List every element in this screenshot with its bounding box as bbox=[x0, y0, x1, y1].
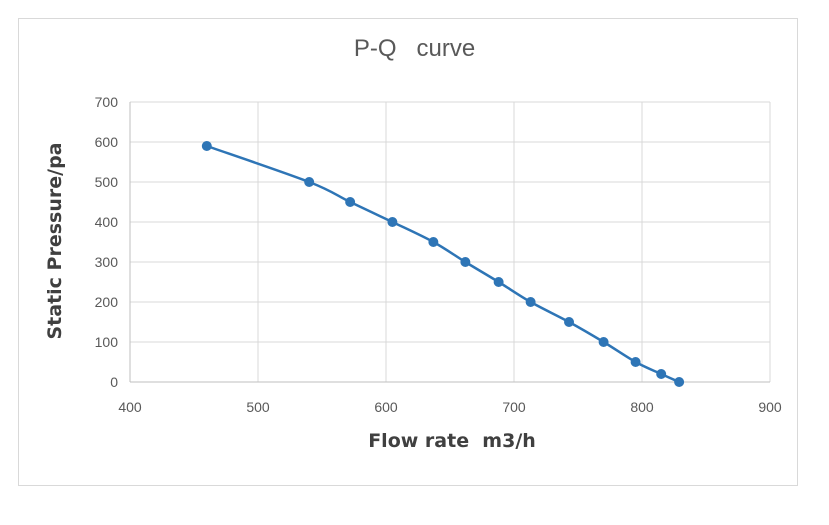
x-tick-label: 800 bbox=[630, 399, 654, 415]
y-tick-label: 300 bbox=[95, 254, 119, 270]
data-point bbox=[493, 277, 504, 287]
data-point bbox=[304, 177, 315, 187]
chart-area bbox=[18, 18, 798, 486]
data-point bbox=[201, 141, 212, 151]
y-tick-label: 700 bbox=[95, 94, 119, 110]
data-point bbox=[598, 337, 609, 347]
data-point bbox=[387, 217, 398, 227]
x-tick-label: 900 bbox=[758, 399, 782, 415]
y-tick-label: 200 bbox=[95, 294, 119, 310]
y-axis-title: Static Pressure/pa bbox=[44, 142, 66, 340]
x-tick-label: 700 bbox=[502, 399, 526, 415]
y-tick-label: 600 bbox=[95, 134, 119, 150]
x-tick-label: 500 bbox=[246, 399, 270, 415]
y-tick-label: 400 bbox=[95, 214, 119, 230]
data-point bbox=[564, 317, 575, 327]
data-point bbox=[345, 197, 356, 207]
series-line bbox=[206, 144, 680, 384]
y-tick-label: 100 bbox=[95, 334, 119, 350]
chart-title: P-Q curve bbox=[353, 35, 476, 62]
data-point bbox=[525, 297, 536, 307]
data-point bbox=[674, 377, 685, 387]
data-point bbox=[630, 357, 641, 367]
data-point bbox=[460, 257, 471, 267]
y-tick-label: 500 bbox=[95, 174, 119, 190]
y-tick-label: 0 bbox=[110, 374, 118, 390]
x-tick-label: 600 bbox=[374, 399, 398, 415]
x-tick-label: 400 bbox=[118, 399, 142, 415]
data-point bbox=[428, 237, 439, 247]
x-axis-title: Flow rate m3/h bbox=[368, 430, 536, 452]
data-point bbox=[656, 369, 667, 379]
